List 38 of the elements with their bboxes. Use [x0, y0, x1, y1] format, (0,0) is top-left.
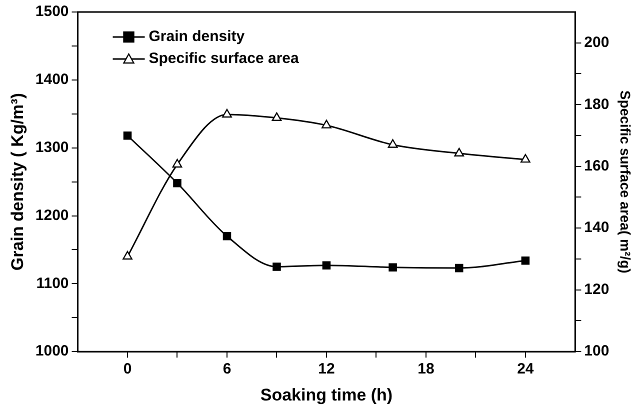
y2-tick-label: 120 [584, 280, 610, 298]
y-tick-label: 1200 [35, 206, 69, 224]
point [272, 262, 281, 271]
point [388, 263, 397, 272]
y-tick-label: 1000 [35, 342, 69, 360]
y2-tick-label: 160 [584, 158, 610, 175]
point [123, 131, 132, 140]
legend-label: Grain density [148, 28, 246, 46]
y-tick-label: 1100 [36, 274, 69, 292]
y2-tick-label: 100 [584, 342, 610, 360]
x-tick-label: 24 [517, 360, 534, 378]
point [222, 108, 232, 118]
y2-tick-label: 180 [584, 96, 610, 113]
x-tick-label: 18 [418, 360, 434, 378]
point [322, 120, 332, 128]
point [222, 232, 232, 240]
point [272, 112, 282, 121]
point [454, 264, 464, 272]
point [173, 179, 182, 188]
point [388, 139, 398, 148]
point [322, 261, 331, 270]
point [520, 154, 530, 163]
x-axis-title: Soaking time (h) [260, 385, 393, 404]
x-tick-label: 0 [123, 360, 132, 378]
y2-tick-label: 140 [584, 219, 610, 236]
y-tick-label: 1400 [35, 71, 69, 88]
point [521, 256, 530, 265]
y2-tick-label: 200 [584, 34, 610, 52]
x-tick-label: 12 [318, 360, 335, 378]
x-tick-label: 6 [222, 360, 232, 378]
y-tick-label: 1300 [35, 138, 69, 156]
legend-label: Specific surface area [148, 50, 300, 68]
y2-axis-title: Specific surface area( m²/g) [618, 90, 634, 274]
point [122, 250, 132, 260]
y-axis-title: Grain density ( Kg/m³) [8, 93, 27, 271]
point [454, 148, 464, 156]
y-tick-label: 1500 [35, 3, 69, 20]
point [172, 158, 182, 168]
